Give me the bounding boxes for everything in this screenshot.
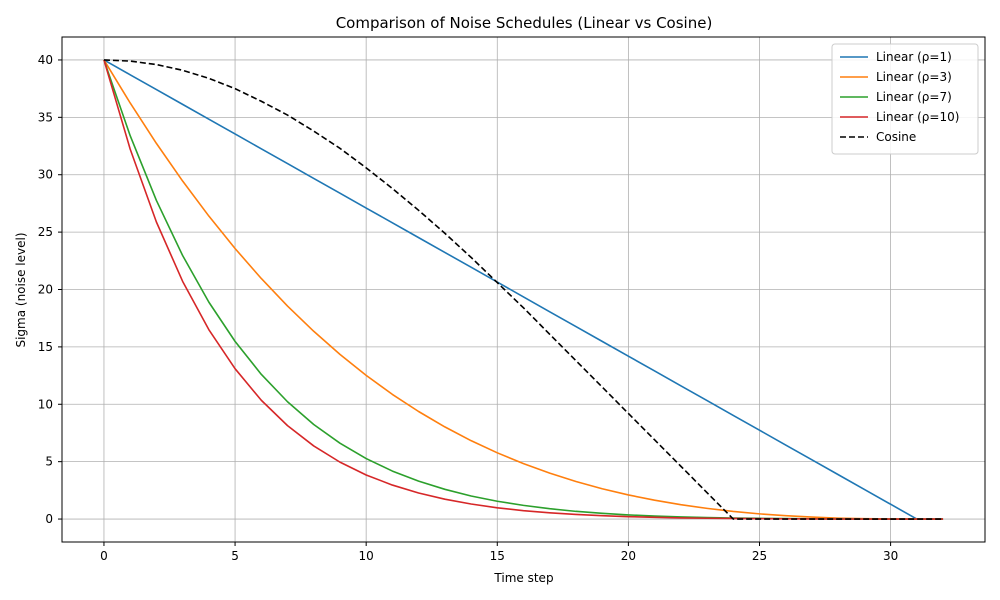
legend-label: Cosine xyxy=(876,130,916,144)
y-tick-label: 40 xyxy=(38,53,53,67)
series-line-1 xyxy=(103,59,944,520)
legend: Linear (ρ=1) Linear (ρ=3) Linear (ρ=7) Line… xyxy=(831,43,979,155)
legend-box xyxy=(831,43,979,155)
y-tick-label: 5 xyxy=(45,455,53,469)
y-tick-label: 30 xyxy=(38,168,53,182)
y-tick-label: 20 xyxy=(38,283,53,297)
y-tick-label: 25 xyxy=(38,225,53,239)
series-line-0 xyxy=(103,59,944,520)
series-line-4 xyxy=(103,59,944,520)
x-tick-label: 20 xyxy=(621,549,636,563)
series-lines xyxy=(103,59,944,520)
x-tick-label: 15 xyxy=(490,549,505,563)
y-tick-label: 10 xyxy=(38,397,53,411)
x-tick-label: 30 xyxy=(883,549,898,563)
grid xyxy=(62,37,985,542)
legend-label: Linear (ρ=1) xyxy=(876,50,952,64)
y-axis-label: Sigma (noise level) xyxy=(14,232,28,347)
x-axis-label: Time step xyxy=(493,571,553,585)
x-tick-label: 0 xyxy=(100,549,108,563)
y-tick-label: 0 xyxy=(45,512,53,526)
axis-ticks: 0 5 10 15 20 25 30 0 5 10 15 20 25 30 35 40 xyxy=(38,53,899,563)
x-tick-label: 25 xyxy=(752,549,767,563)
y-tick-label: 35 xyxy=(38,110,53,124)
y-tick-label: 15 xyxy=(38,340,53,354)
legend-label: Linear (ρ=3) xyxy=(876,70,952,84)
x-tick-label: 10 xyxy=(359,549,374,563)
legend-label: Linear (ρ=10) xyxy=(876,110,959,124)
chart-title: Comparison of Noise Schedules (Linear vs… xyxy=(336,14,713,32)
legend-label: Linear (ρ=7) xyxy=(876,90,952,104)
x-tick-label: 5 xyxy=(231,549,239,563)
